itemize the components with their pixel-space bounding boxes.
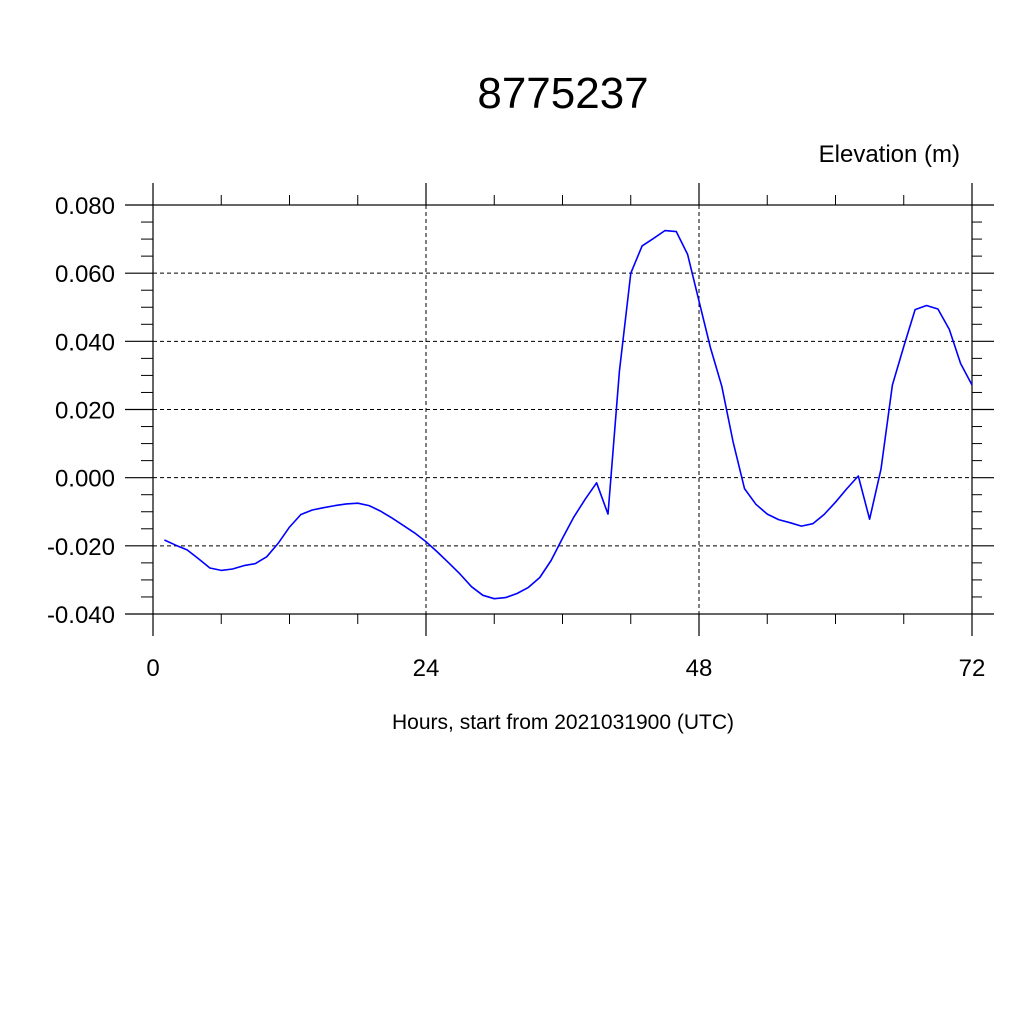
y-tick-label: 0.000 — [55, 466, 115, 493]
y-tick-label: -0.020 — [47, 534, 115, 561]
y-tick-label: -0.040 — [47, 602, 115, 629]
y-tick-labels: -0.040 -0.020 0.000 0.020 0.040 0.060 0.080 — [47, 193, 115, 629]
x-axis-label: Hours, start from 2021031900 (UTC) — [392, 711, 734, 734]
grid-lines — [152, 204, 973, 615]
plot-frame — [152, 204, 973, 615]
y-tick-label: 0.020 — [55, 398, 115, 425]
y-tick-label: 0.040 — [55, 329, 115, 356]
y-tick-label: 0.060 — [55, 261, 115, 288]
x-tick-label: 72 — [959, 655, 986, 682]
x-tick-label: 48 — [686, 655, 713, 682]
y-tick-label: 0.080 — [55, 193, 115, 220]
minor-ticks — [141, 195, 982, 624]
elevation-series-line — [164, 229, 973, 600]
series-group — [164, 229, 973, 600]
major-ticks — [125, 183, 994, 636]
units-label: Elevation (m) — [819, 141, 960, 168]
x-tick-label: 0 — [146, 655, 159, 682]
chart-title: 8775237 — [477, 69, 648, 118]
x-tick-labels: 0 24 48 72 — [146, 655, 985, 682]
x-tick-label: 24 — [413, 655, 440, 682]
